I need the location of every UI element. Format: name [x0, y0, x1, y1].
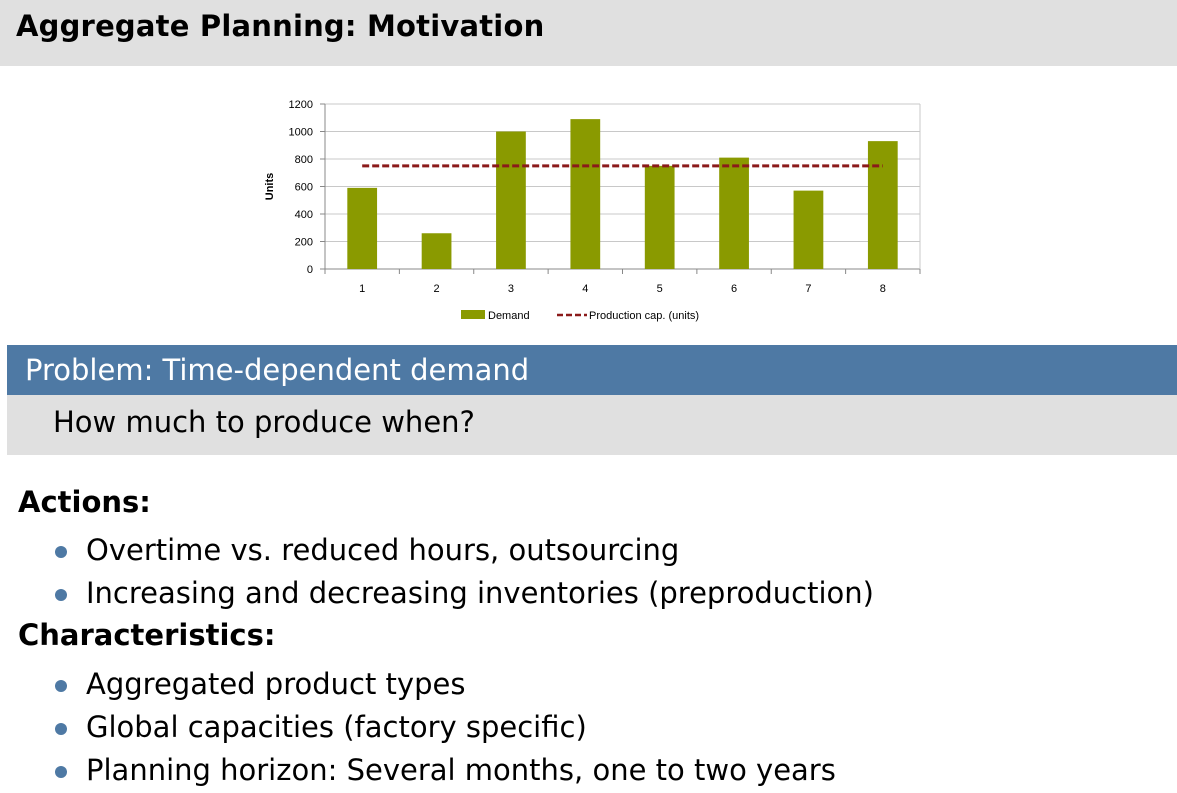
x-tick-label: 2: [434, 283, 440, 295]
x-tick-label: 4: [582, 283, 588, 295]
list-item: Planning horizon: Several months, one to…: [50, 749, 836, 792]
legend-capacity-label: Production cap. (units): [589, 310, 699, 322]
problem-block: Problem: Time-dependent demand How much …: [7, 345, 1177, 455]
x-tick-label: 6: [731, 283, 737, 295]
list-item-text: Overtime vs. reduced hours, outsourcing: [86, 533, 680, 567]
demand-chart: 0 200 400 600 800 1000 1200 Units 1 2 3 4 5 6 7 8 Demand…: [264, 99, 921, 322]
x-tick-label: 3: [508, 283, 514, 295]
demand-bar: [347, 187, 378, 269]
bullet-icon: [55, 589, 67, 601]
list-item-text: Aggregated product types: [86, 667, 466, 701]
y-tick-label: 800: [295, 154, 313, 166]
demand-bar: [793, 190, 824, 269]
legend-demand-swatch: [461, 310, 485, 319]
problem-block-body: How much to produce when?: [7, 395, 1177, 455]
list-item: Aggregated product types: [50, 663, 836, 706]
actions-list: Overtime vs. reduced hours, outsourcing …: [50, 529, 874, 615]
x-tick-label: 8: [880, 283, 886, 295]
y-tick-label: 1000: [289, 127, 313, 139]
bullet-icon: [55, 546, 67, 558]
list-item-text: Planning horizon: Several months, one to…: [86, 753, 836, 787]
y-tick-label: 400: [295, 209, 313, 221]
list-item: Global capacities (factory specific): [50, 706, 836, 749]
bullet-icon: [55, 766, 67, 778]
demand-bar: [421, 233, 452, 269]
demand-bar: [644, 165, 675, 269]
list-item-text: Global capacities (factory specific): [86, 710, 587, 744]
bullet-icon: [55, 680, 67, 692]
demand-bar: [719, 157, 749, 269]
y-tick-label: 200: [295, 237, 313, 249]
demand-bar: [496, 131, 526, 269]
demand-bar: [570, 119, 601, 269]
x-tick-label: 1: [359, 283, 365, 295]
list-item: Increasing and decreasing inventories (p…: [50, 572, 874, 615]
y-tick-label: 600: [295, 182, 313, 194]
y-axis-label: Units: [264, 173, 276, 201]
title-bar: Aggregate Planning: Motivation: [0, 0, 1177, 66]
slide-title: Aggregate Planning: Motivation: [16, 9, 545, 43]
problem-block-heading: Problem: Time-dependent demand: [7, 345, 1177, 395]
characteristics-list: Aggregated product types Global capaciti…: [50, 663, 836, 792]
actions-heading: Actions:: [18, 485, 151, 519]
y-tick-label: 1200: [289, 99, 313, 111]
x-tick-label: 7: [805, 283, 811, 295]
legend-demand-label: Demand: [488, 310, 530, 322]
list-item-text: Increasing and decreasing inventories (p…: [86, 576, 874, 610]
y-tick-label: 0: [307, 264, 313, 276]
list-item: Overtime vs. reduced hours, outsourcing: [50, 529, 874, 572]
x-tick-label: 5: [657, 283, 663, 295]
demand-bar: [867, 141, 898, 269]
bullet-icon: [55, 723, 67, 735]
characteristics-heading: Characteristics:: [18, 618, 276, 652]
